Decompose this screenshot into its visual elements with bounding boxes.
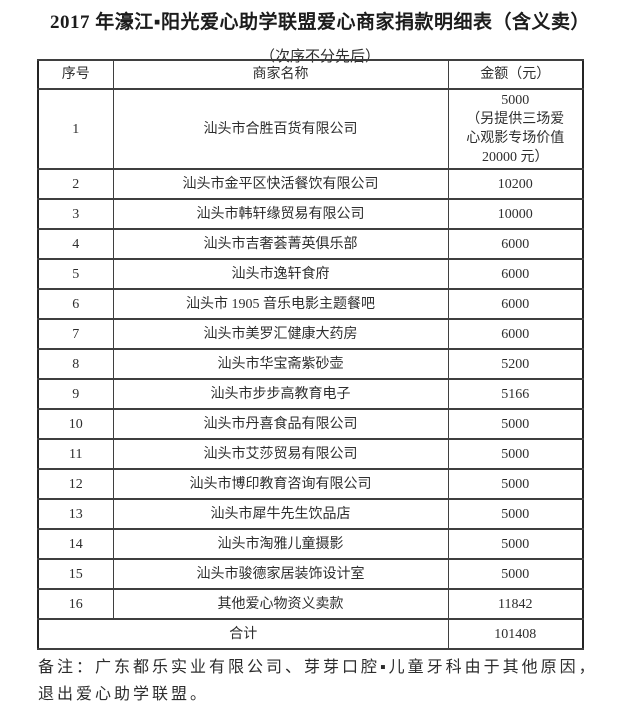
- amount-cell: 10200: [447, 168, 584, 200]
- table-row: 7 汕头市美罗汇健康大药房 6000: [37, 318, 584, 350]
- table-row: 6 汕头市 1905 音乐电影主题餐吧 6000: [37, 288, 584, 320]
- seq-cell: 1: [37, 88, 114, 170]
- table-row: 5 汕头市逸轩食府 6000: [37, 258, 584, 290]
- amount-cell: 6000: [447, 288, 584, 320]
- merchant-name-cell: 汕头市美罗汇健康大药房: [112, 318, 449, 350]
- header-merchant-name: 商家名称: [112, 59, 449, 90]
- header-seq: 序号: [37, 59, 114, 90]
- header-amount: 金额（元）: [447, 59, 584, 90]
- merchant-name-cell: 其他爱心物资义卖款: [112, 588, 449, 620]
- page-title: 2017 年濠江▪阳光爱心助学联盟爱心商家捐款明细表（含义卖）: [50, 12, 590, 33]
- seq-cell: 6: [37, 288, 114, 320]
- amount-cell: 5000: [447, 528, 584, 560]
- total-row: 合计 101408: [37, 618, 584, 650]
- amount-cell: 6000: [447, 318, 584, 350]
- merchant-name-cell: 汕头市骏德家居装饰设计室: [112, 558, 449, 590]
- table-row: 8 汕头市华宝斋紫砂壶 5200: [37, 348, 584, 380]
- header-row: 序号 商家名称 金额（元）: [37, 59, 584, 90]
- table-row: 1 汕头市合胜百货有限公司 5000 （另提供三场爱 心观影专场价值 20000 元）: [37, 88, 584, 170]
- seq-cell: 8: [37, 348, 114, 380]
- total-amount-cell: 101408: [447, 618, 584, 650]
- seq-cell: 15: [37, 558, 114, 590]
- merchant-name-cell: 汕头市金平区快活餐饮有限公司: [112, 168, 449, 200]
- seq-cell: 4: [37, 228, 114, 260]
- table-row: 9 汕头市步步高教育电子 5166: [37, 378, 584, 410]
- seq-cell: 12: [37, 468, 114, 500]
- table-row: 16 其他爱心物资义卖款 11842: [37, 588, 584, 620]
- table-row: 15 汕头市骏德家居装饰设计室 5000: [37, 558, 584, 590]
- table-row: 13 汕头市犀牛先生饮品店 5000: [37, 498, 584, 530]
- footnote-line-1: 备注：广东都乐实业有限公司、芽芽口腔▪儿童牙科由于其他原因，: [38, 659, 598, 676]
- seq-cell: 14: [37, 528, 114, 560]
- amount-cell: 6000: [447, 228, 584, 260]
- table-row: 2 汕头市金平区快活餐饮有限公司 10200: [37, 168, 584, 200]
- merchant-name-cell: 汕头市丹喜食品有限公司: [112, 408, 449, 440]
- table-row: 4 汕头市吉奢荟菁英俱乐部 6000: [37, 228, 584, 260]
- merchant-name-cell: 汕头市 1905 音乐电影主题餐吧: [112, 288, 449, 320]
- table-footer: 合计 101408: [37, 618, 584, 650]
- amount-cell: 5000: [447, 408, 584, 440]
- total-label-cell: 合计: [37, 618, 449, 650]
- table-row: 12 汕头市博印教育咨询有限公司 5000: [37, 468, 584, 500]
- amount-cell: 6000: [447, 258, 584, 290]
- seq-cell: 13: [37, 498, 114, 530]
- merchant-name-cell: 汕头市韩轩缘贸易有限公司: [112, 198, 449, 230]
- amount-cell: 5000: [447, 438, 584, 470]
- merchant-name-cell: 汕头市步步高教育电子: [112, 378, 449, 410]
- amount-cell: 5000: [447, 498, 584, 530]
- seq-cell: 16: [37, 588, 114, 620]
- footnote: 备注：广东都乐实业有限公司、芽芽口腔▪儿童牙科由于其他原因， 退出爱心助学联盟。: [38, 654, 616, 708]
- seq-cell: 11: [37, 438, 114, 470]
- amount-cell: 5000 （另提供三场爱 心观影专场价值 20000 元）: [447, 88, 584, 170]
- merchant-name-cell: 汕头市艾莎贸易有限公司: [112, 438, 449, 470]
- merchant-name-cell: 汕头市华宝斋紫砂壶: [112, 348, 449, 380]
- seq-cell: 5: [37, 258, 114, 290]
- merchant-name-cell: 汕头市博印教育咨询有限公司: [112, 468, 449, 500]
- footnote-line-2: 退出爱心助学联盟。: [38, 686, 210, 703]
- amount-cell: 5200: [447, 348, 584, 380]
- table-body: 1 汕头市合胜百货有限公司 5000 （另提供三场爱 心观影专场价值 20000 元） 2 汕…: [37, 88, 584, 620]
- table-row: 10 汕头市丹喜食品有限公司 5000: [37, 408, 584, 440]
- seq-cell: 10: [37, 408, 114, 440]
- merchant-name-cell: 汕头市犀牛先生饮品店: [112, 498, 449, 530]
- merchant-name-cell: 汕头市合胜百货有限公司: [112, 88, 449, 170]
- seq-cell: 7: [37, 318, 114, 350]
- donation-table: 序号 商家名称 金额（元） 1 汕头市合胜百货有限公司 5000 （另提供三场爱 心观影…: [37, 59, 584, 650]
- table-row: 11 汕头市艾莎贸易有限公司 5000: [37, 438, 584, 470]
- merchant-name-cell: 汕头市吉奢荟菁英俱乐部: [112, 228, 449, 260]
- merchant-name-cell: 汕头市淘雅儿童摄影: [112, 528, 449, 560]
- amount-cell: 10000: [447, 198, 584, 230]
- table-row: 14 汕头市淘雅儿童摄影 5000: [37, 528, 584, 560]
- amount-cell: 11842: [447, 588, 584, 620]
- merchant-name-cell: 汕头市逸轩食府: [112, 258, 449, 290]
- seq-cell: 3: [37, 198, 114, 230]
- amount-cell: 5000: [447, 468, 584, 500]
- table-row: 3 汕头市韩轩缘贸易有限公司 10000: [37, 198, 584, 230]
- amount-cell: 5000: [447, 558, 584, 590]
- amount-cell: 5166: [447, 378, 584, 410]
- seq-cell: 9: [37, 378, 114, 410]
- seq-cell: 2: [37, 168, 114, 200]
- table-header: 序号 商家名称 金额（元）: [37, 59, 584, 90]
